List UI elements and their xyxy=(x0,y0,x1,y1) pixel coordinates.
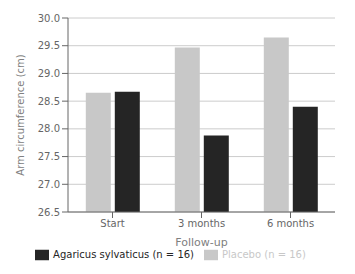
svg-text:29.5: 29.5 xyxy=(38,40,60,51)
svg-text:6 months: 6 months xyxy=(267,218,314,229)
svg-text:29.0: 29.0 xyxy=(38,68,60,79)
svg-text:30.0: 30.0 xyxy=(38,13,60,24)
svg-text:3 months: 3 months xyxy=(178,218,225,229)
svg-text:Arm circumference (cm): Arm circumference (cm) xyxy=(15,54,26,175)
svg-text:28.5: 28.5 xyxy=(38,96,60,107)
svg-text:28.0: 28.0 xyxy=(38,123,60,134)
svg-text:26.5: 26.5 xyxy=(38,207,60,218)
svg-text:27.5: 27.5 xyxy=(38,151,60,162)
svg-text:Start: Start xyxy=(100,218,125,229)
svg-text:Follow-up: Follow-up xyxy=(175,236,227,249)
html-text:Placebo (n = 16): Placebo (n = 16) xyxy=(222,249,306,260)
svg-text:27.0: 27.0 xyxy=(38,179,60,190)
html-text:Agaricus sylvaticus (n = 16): Agaricus sylvaticus (n = 16) xyxy=(53,249,194,260)
